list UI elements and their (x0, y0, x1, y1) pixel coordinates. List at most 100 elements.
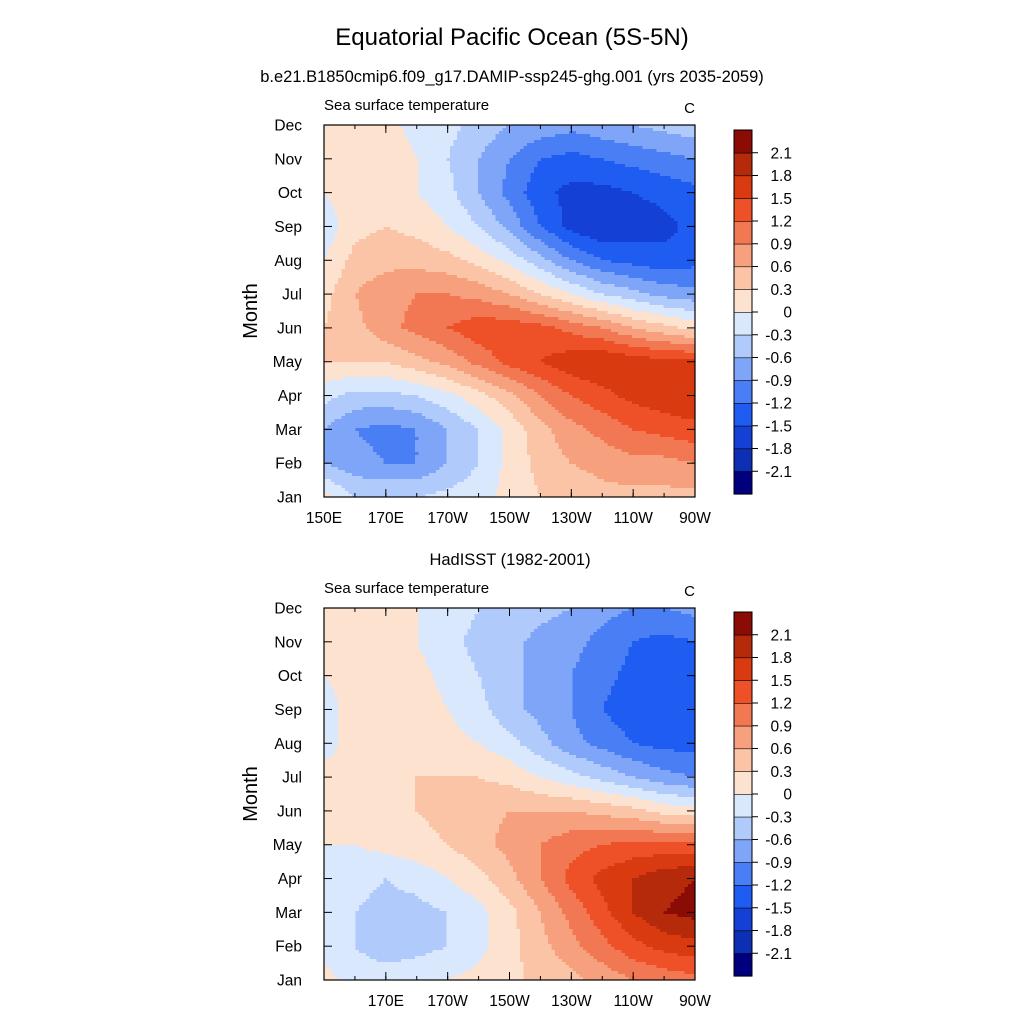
contour-cell (593, 230, 598, 234)
contour-cell (464, 191, 469, 195)
contour-cell (380, 206, 385, 210)
contour-cell (341, 248, 346, 252)
contour-cell (576, 203, 581, 207)
contour-cell (534, 224, 539, 228)
contour-cell (621, 242, 626, 246)
contour-cell (474, 254, 479, 258)
contour-cell (509, 125, 514, 129)
contour-cell (345, 227, 350, 231)
contour-cell (373, 176, 378, 180)
contour-cell (523, 155, 528, 159)
contour-cell (534, 242, 539, 246)
contour-cell (628, 179, 633, 183)
contour-cell (397, 206, 402, 210)
contour-cell (681, 212, 686, 216)
contour-cell (481, 140, 486, 144)
contour-cell (621, 134, 626, 138)
contour-cell (478, 167, 483, 171)
contour-cell (677, 152, 682, 156)
contour-cell (656, 194, 661, 198)
contour-cell (390, 182, 395, 186)
contour-cell (660, 149, 665, 153)
contour-cell (625, 254, 630, 258)
contour-cell (509, 197, 514, 201)
contour-cell (614, 152, 619, 156)
contour-cell (604, 254, 609, 258)
contour-cell (579, 257, 584, 261)
contour-cell (562, 179, 567, 183)
contour-cell (597, 212, 602, 216)
contour-cell (338, 254, 343, 258)
contour-cell (625, 188, 630, 192)
contour-cell (432, 164, 437, 168)
contour-cell (359, 263, 364, 267)
contour-cell (513, 236, 518, 240)
contour-cell (352, 125, 357, 129)
contour-cell (352, 242, 357, 246)
contour-cell (618, 227, 623, 231)
contour-cell (324, 188, 329, 192)
contour-cell (527, 152, 532, 156)
contour-cell (432, 236, 437, 240)
contour-cell (586, 215, 591, 219)
contour-cell (572, 173, 577, 177)
contour-cell (474, 260, 479, 264)
contour-cell (509, 233, 514, 237)
contour-cell (653, 239, 658, 243)
contour-cell (429, 182, 434, 186)
contour-cell (345, 143, 350, 147)
contour-cell (418, 170, 423, 174)
contour-cell (649, 248, 654, 252)
contour-cell (600, 176, 605, 180)
contour-cell (513, 242, 518, 246)
contour-cell (488, 143, 493, 147)
contour-cell (530, 230, 535, 234)
contour-cell (639, 152, 644, 156)
contour-cell (443, 191, 448, 195)
contour-cell (579, 131, 584, 135)
contour-cell (348, 179, 353, 183)
contour-cell (593, 173, 598, 177)
contour-cell (579, 176, 584, 180)
contour-cell (324, 263, 329, 267)
contour-cell (667, 170, 672, 174)
contour-cell (464, 152, 469, 156)
contour-cell (555, 149, 560, 153)
contour-cell (684, 242, 689, 246)
contour-cell (520, 191, 525, 195)
contour-cell (502, 155, 507, 159)
contour-cell (516, 167, 521, 171)
contour-cell (380, 179, 385, 183)
contour-cell (387, 263, 392, 267)
contour-cell (443, 227, 448, 231)
contour-cell (341, 158, 346, 162)
contour-cell (516, 182, 521, 186)
contour-cell (646, 215, 651, 219)
contour-cell (674, 155, 679, 159)
contour-cell (457, 251, 462, 255)
contour-cell (422, 245, 427, 249)
contour-cell (607, 221, 612, 225)
contour-cell (478, 191, 483, 195)
contour-cell (569, 245, 574, 249)
contour-cell (436, 233, 441, 237)
contour-cell (345, 170, 350, 174)
contour-cell (338, 212, 343, 216)
contour-cell (460, 125, 465, 129)
contour-cell (513, 197, 518, 201)
contour-cell (579, 254, 584, 258)
contour-cell (670, 125, 675, 129)
contour-cell (691, 182, 695, 186)
contour-cell (565, 254, 570, 258)
contour-cell (495, 146, 500, 150)
contour-cell (684, 215, 689, 219)
contour-cell (418, 215, 423, 219)
contour-cell (502, 242, 507, 246)
contour-cell (359, 140, 364, 144)
contour-cell (404, 188, 409, 192)
contour-cell (670, 203, 675, 207)
contour-cell (544, 164, 549, 168)
contour-cell (373, 242, 378, 246)
contour-cell (415, 194, 420, 198)
contour-cell (418, 125, 423, 129)
